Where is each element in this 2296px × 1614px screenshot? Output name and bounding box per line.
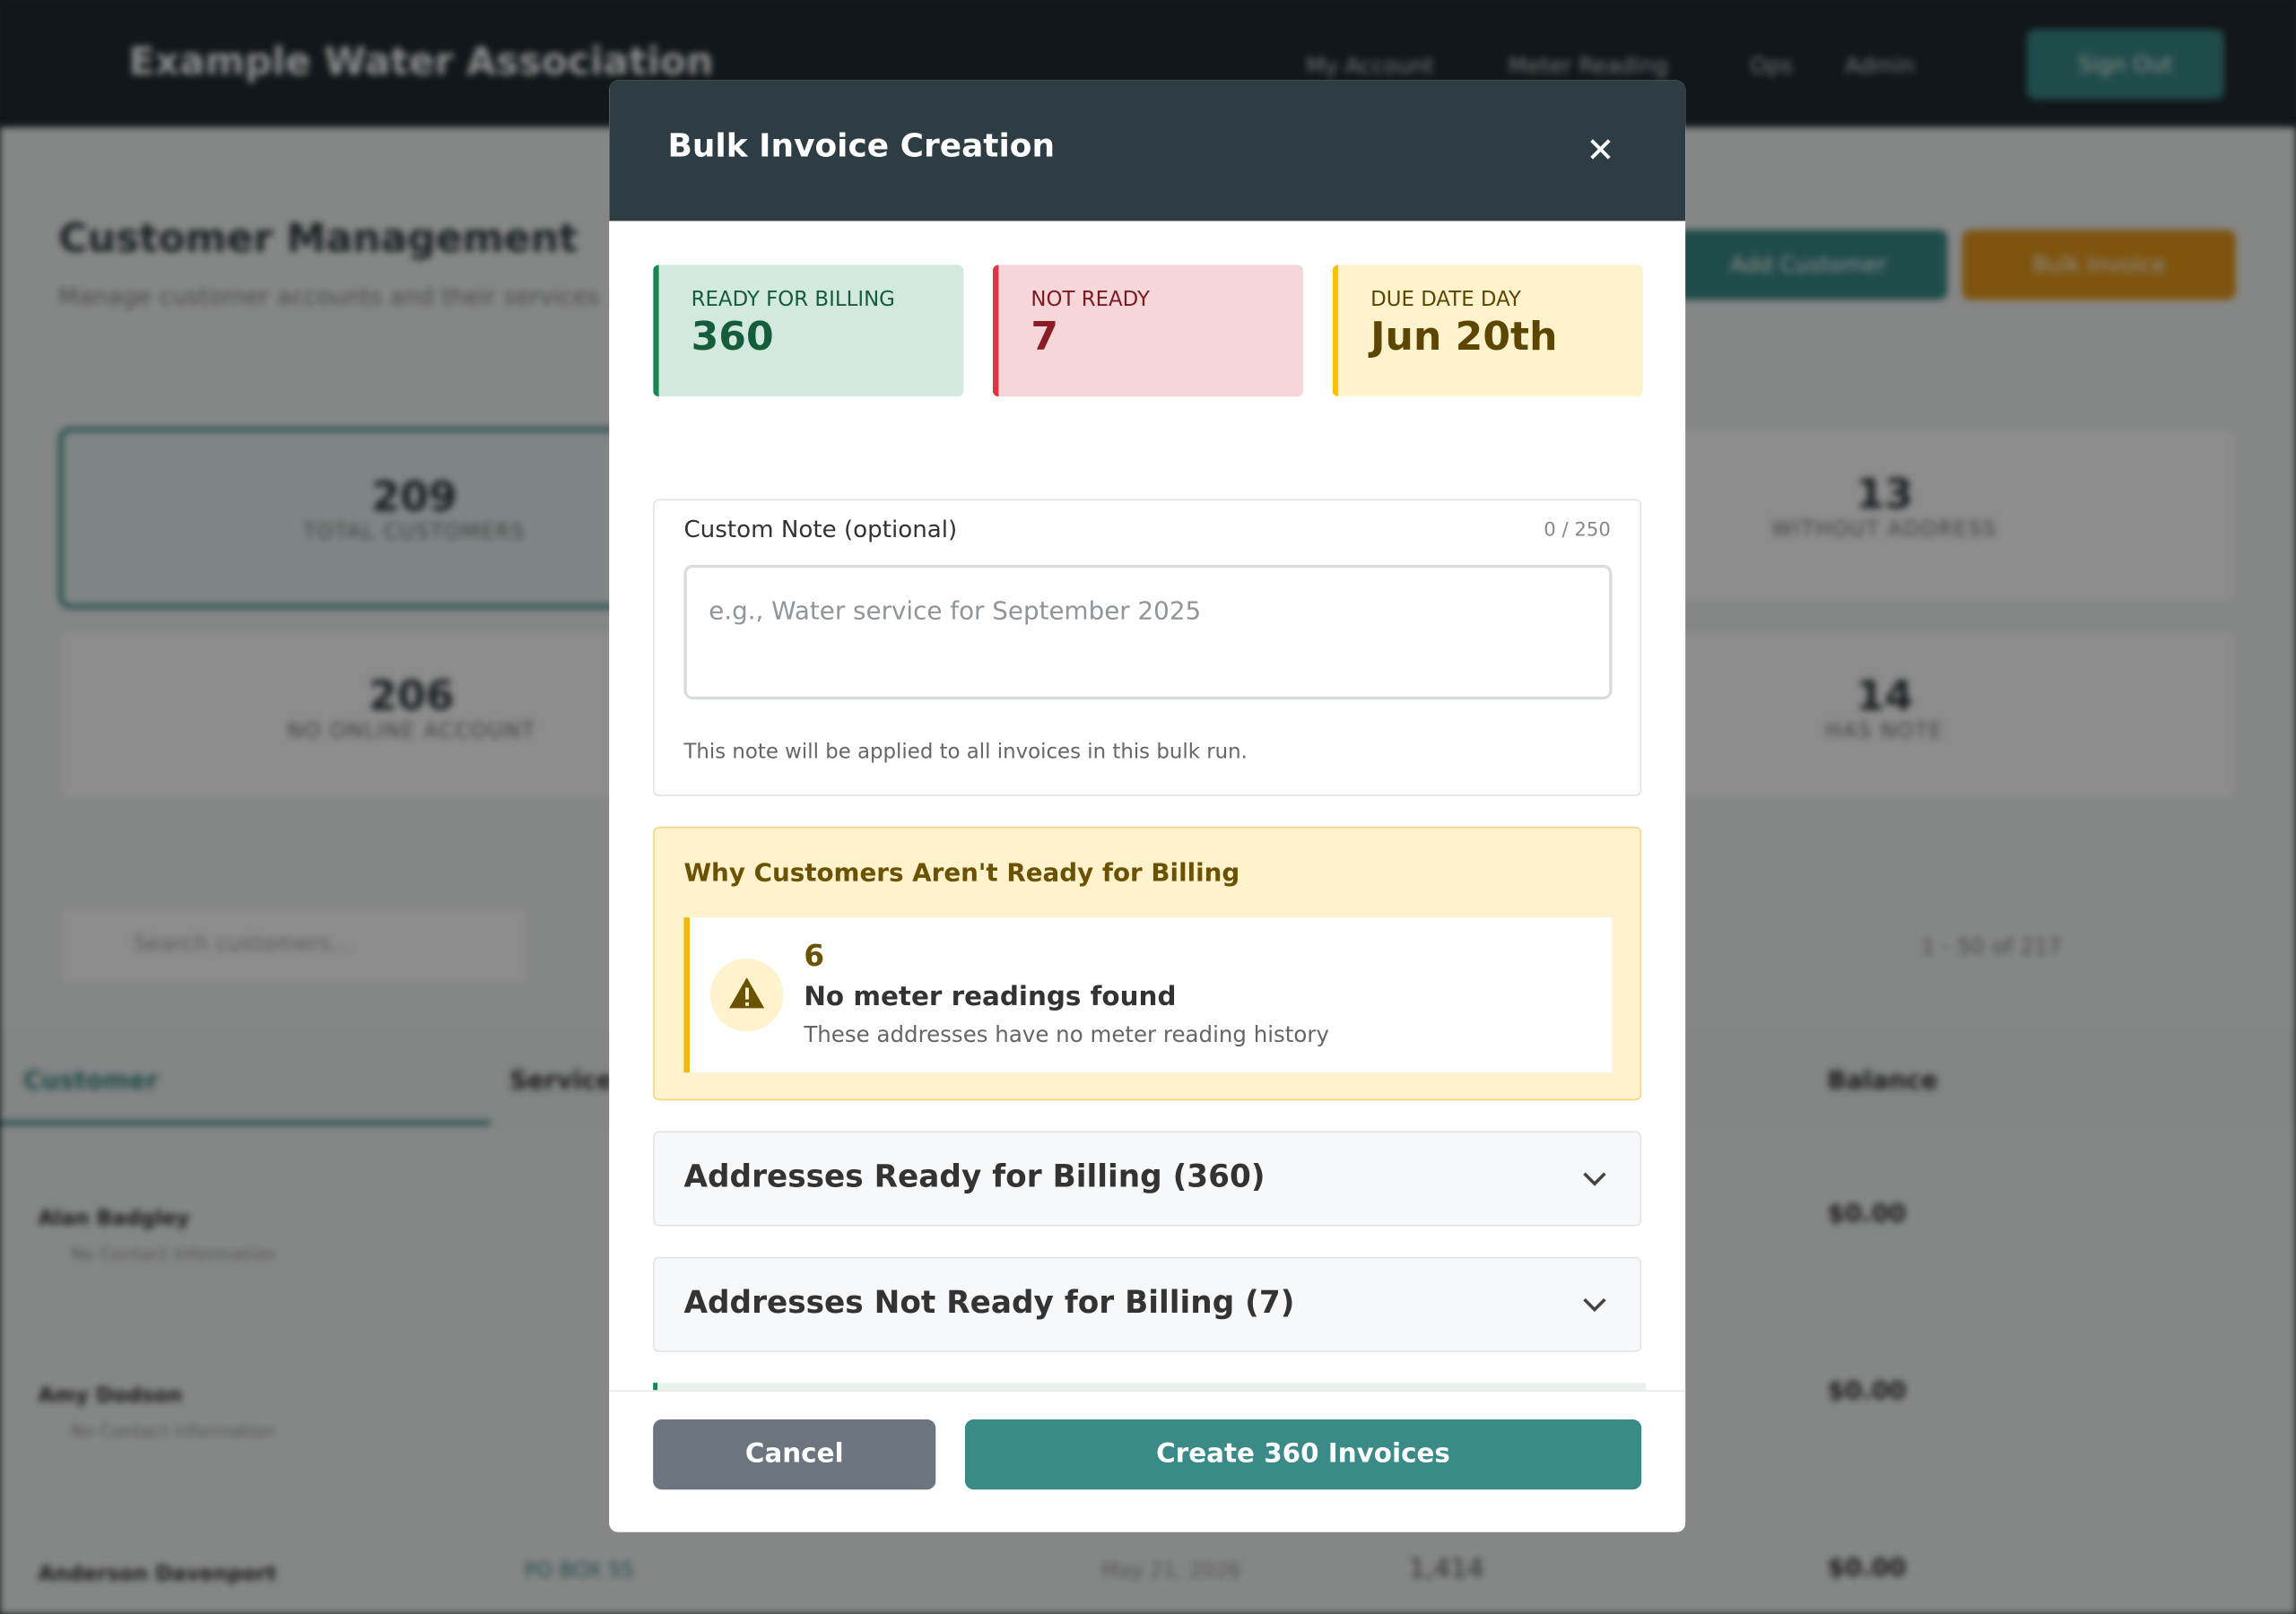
- reason-description: These addresses have no meter reading hi…: [804, 1021, 1329, 1048]
- page-title: Customer Management: [58, 216, 578, 263]
- customer-contact: No Contact Information: [70, 1420, 276, 1442]
- stat-label: WITHOUT ADDRESS: [1771, 517, 1997, 542]
- reading-date: May 21, 2026: [1100, 1559, 1242, 1584]
- card-value: 7: [1031, 314, 1059, 360]
- bulk-invoice-button[interactable]: Bulk Invoice: [1961, 230, 2237, 300]
- search-placeholder: Search customers...: [133, 930, 352, 958]
- reading: 1,414: [1408, 1554, 1484, 1585]
- balance: $0.00: [1827, 1554, 1907, 1584]
- modal-header: Bulk Invoice Creation: [609, 80, 1686, 221]
- customer-name: Anderson Davenport: [38, 1562, 277, 1586]
- customer-contact: No Contact Information: [70, 1244, 276, 1264]
- brand: Example Water Association: [128, 40, 714, 85]
- warning-title: Why Customers Aren't Ready for Billing: [683, 858, 1240, 889]
- add-customer-button[interactable]: Add Customer: [1669, 230, 1948, 300]
- column-header[interactable]: Service: [509, 1066, 613, 1097]
- card-value: Jun 20th: [1370, 314, 1558, 360]
- create-button[interactable]: Create 360 Invoices: [964, 1419, 1642, 1490]
- stat-value: 206: [369, 672, 455, 720]
- summary-card: READY FOR BILLING 360: [653, 265, 964, 397]
- summary-card: DUE DATE DAY Jun 20th: [1332, 265, 1643, 397]
- bulk-invoice-modal: Bulk Invoice Creation READY FOR BILLING 3…: [609, 80, 1686, 1532]
- nav-link[interactable]: My Account: [1306, 52, 1434, 80]
- card-label: DUE DATE DAY: [1370, 288, 1521, 312]
- stat-label: NO ONLINE ACCOUNT: [287, 719, 535, 744]
- card-value: 360: [691, 314, 774, 360]
- close-button[interactable]: [1588, 137, 1612, 161]
- nav-link[interactable]: Meter Reading: [1508, 52, 1668, 80]
- note-label: Custom Note (optional): [683, 515, 958, 543]
- nav-link[interactable]: Admin: [1845, 52, 1916, 80]
- sign-out-button[interactable]: Sign Out: [2026, 29, 2224, 100]
- accordion[interactable]: Addresses Not Ready for Billing (7): [653, 1256, 1642, 1352]
- card-label: NOT READY: [1031, 288, 1150, 312]
- column-header[interactable]: Balance: [1827, 1066, 1938, 1097]
- accordion-title: Addresses Ready for Billing (360): [683, 1158, 1265, 1194]
- page-subtitle: Manage customer accounts and their servi…: [58, 282, 600, 310]
- note-textarea[interactable]: e.g., Water service for September 2025: [683, 564, 1613, 700]
- customer-name: Alan Badgley: [38, 1207, 190, 1231]
- pagination: 1 - 50 of 217: [1921, 933, 2063, 960]
- balance: $0.00: [1827, 1200, 1907, 1229]
- warning-icon: [709, 958, 784, 1032]
- nav-link[interactable]: Ops: [1750, 52, 1793, 80]
- reason-item: 6 No meter readings found These addresse…: [683, 917, 1613, 1073]
- accordion[interactable]: Addresses Ready for Billing (360): [653, 1131, 1642, 1227]
- sort-indicator: [0, 1121, 491, 1125]
- stat-label: HAS NOTE: [1825, 719, 1944, 744]
- note-counter: 0 / 250: [1544, 519, 1611, 542]
- search-box[interactable]: Search customers...: [58, 906, 531, 985]
- chevron: [1583, 1172, 1606, 1186]
- chevron: [1583, 1297, 1606, 1313]
- warning-box: Why Customers Aren't Ready for Billing 6…: [653, 827, 1642, 1101]
- cancel-button[interactable]: Cancel: [653, 1419, 936, 1490]
- note-section: Custom Note (optional) 0 / 250 e.g., Wat…: [653, 499, 1642, 796]
- stat-label: TOTAL CUSTOMERS: [303, 520, 526, 545]
- modal-title: Bulk Invoice Creation: [667, 128, 1056, 166]
- accordion-peek: [653, 1383, 1647, 1392]
- balance: $0.00: [1827, 1376, 1907, 1407]
- stat-value: 13: [1856, 469, 1914, 518]
- service-address: PO BOX 55: [524, 1559, 635, 1584]
- column-header[interactable]: Customer: [23, 1066, 159, 1097]
- stat-value: 209: [371, 473, 457, 521]
- summary-card: NOT READY 7: [992, 265, 1304, 397]
- stat-value: 14: [1856, 672, 1914, 720]
- note-placeholder: e.g., Water service for September 2025: [709, 596, 1202, 627]
- customer-name: Amy Dodson: [38, 1384, 183, 1408]
- note-help: This note will be applied to all invoice…: [683, 740, 1248, 764]
- reason-count: 6: [804, 938, 825, 974]
- reason-title: No meter readings found: [804, 982, 1177, 1013]
- top-bar: Example Water Association My Account Met…: [0, 0, 2296, 127]
- card-label: READY FOR BILLING: [691, 288, 895, 312]
- accordion-title: Addresses Not Ready for Billing (7): [683, 1284, 1295, 1320]
